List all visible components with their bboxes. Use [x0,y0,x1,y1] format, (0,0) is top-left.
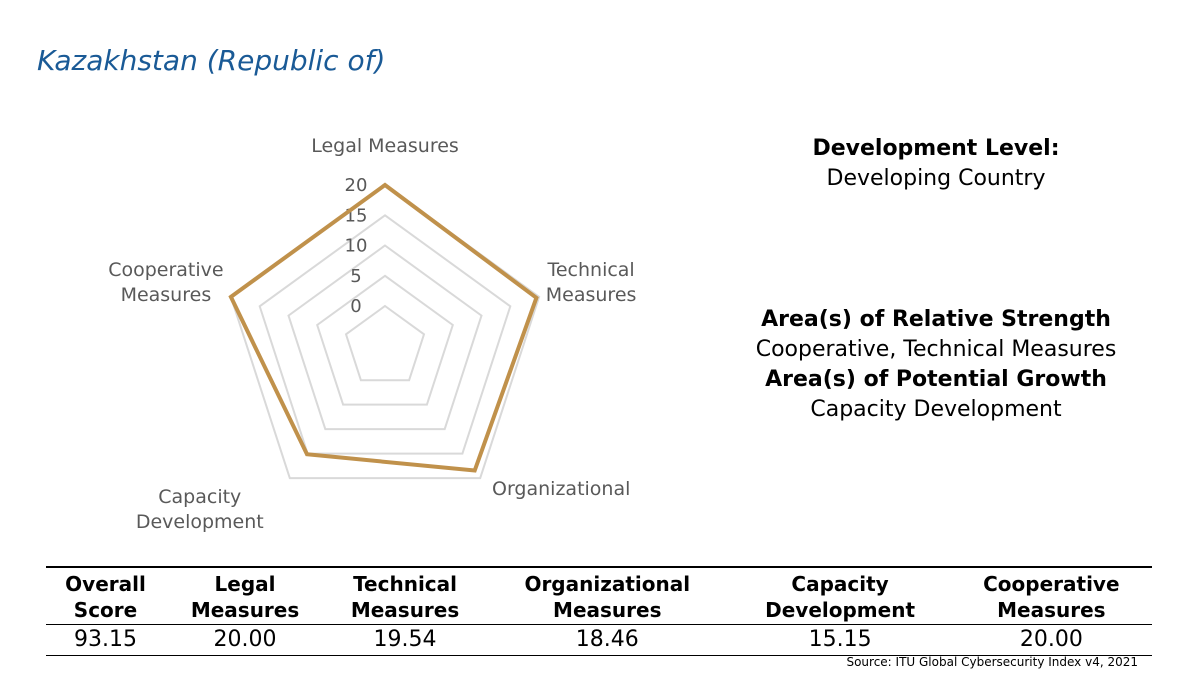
header-capacity-development: Capacity Development [765,572,916,622]
tick-label: 5 [350,266,361,287]
grid-ring-10 [287,244,483,431]
axis-label: Legal Measures [311,135,459,157]
value-cooperative-measures: 20.00 [1019,627,1083,652]
value-technical-measures: 19.54 [373,627,437,652]
header-overall-score: Overall Score [65,572,146,622]
strength-heading: Area(s) of Relative Strength [761,307,1111,332]
country-title: Kazakhstan (Republic of) [37,44,386,77]
axis-label: Organizational [492,478,630,500]
score-table-value-row: 93.15 20.00 19.54 18.46 15.15 20.00 [46,624,1152,656]
axis-label: Capacity Development [136,486,264,533]
source-note: Source: ITU Global Cybersecurity Index v… [846,655,1138,669]
grid-ring-20 [229,183,541,480]
header-legal-measures: Legal Measures [190,572,300,622]
header-technical-measures: Technical Measures [350,572,460,622]
strength-growth-block: Area(s) of Relative Strength Cooperative… [736,305,1136,425]
development-level-heading: Development Level: [812,136,1060,161]
tick-label: 0 [350,296,361,317]
tick-label: 10 [345,236,368,257]
radar-axis-labels: Legal Measures Technical Measures Organizat… [108,135,636,533]
axis-label: Technical Measures [546,259,637,306]
strength-value: Cooperative, Technical Measures [755,337,1117,362]
development-level-value: Developing Country [826,166,1046,191]
score-table: Overall Score Legal Measures Technical Meas… [46,566,1152,656]
grid-ring-5 [316,274,454,406]
series-line [228,182,539,473]
value-capacity-development: 15.15 [808,627,872,652]
header-cooperative-measures: Cooperative Measures [983,572,1120,622]
score-table-header-row: Overall Score Legal Measures Technical Meas… [46,567,1152,625]
growth-heading: Area(s) of Potential Growth [765,367,1107,392]
axis-label: Cooperative Measures [108,259,223,306]
value-overall-score: 93.15 [74,627,138,652]
growth-value: Capacity Development [810,397,1062,422]
grid-ring-0 [344,304,426,382]
grid-ring-15 [258,214,512,455]
tick-label: 20 [345,175,368,196]
radar-grid [229,183,541,480]
value-legal-measures: 20.00 [213,627,277,652]
value-organizational-measures: 18.46 [575,627,639,652]
header-organizational-measures: Organizational Measures [524,572,691,622]
radar-series [228,182,539,473]
development-level-block: Development Level: Developing Country [736,134,1136,194]
